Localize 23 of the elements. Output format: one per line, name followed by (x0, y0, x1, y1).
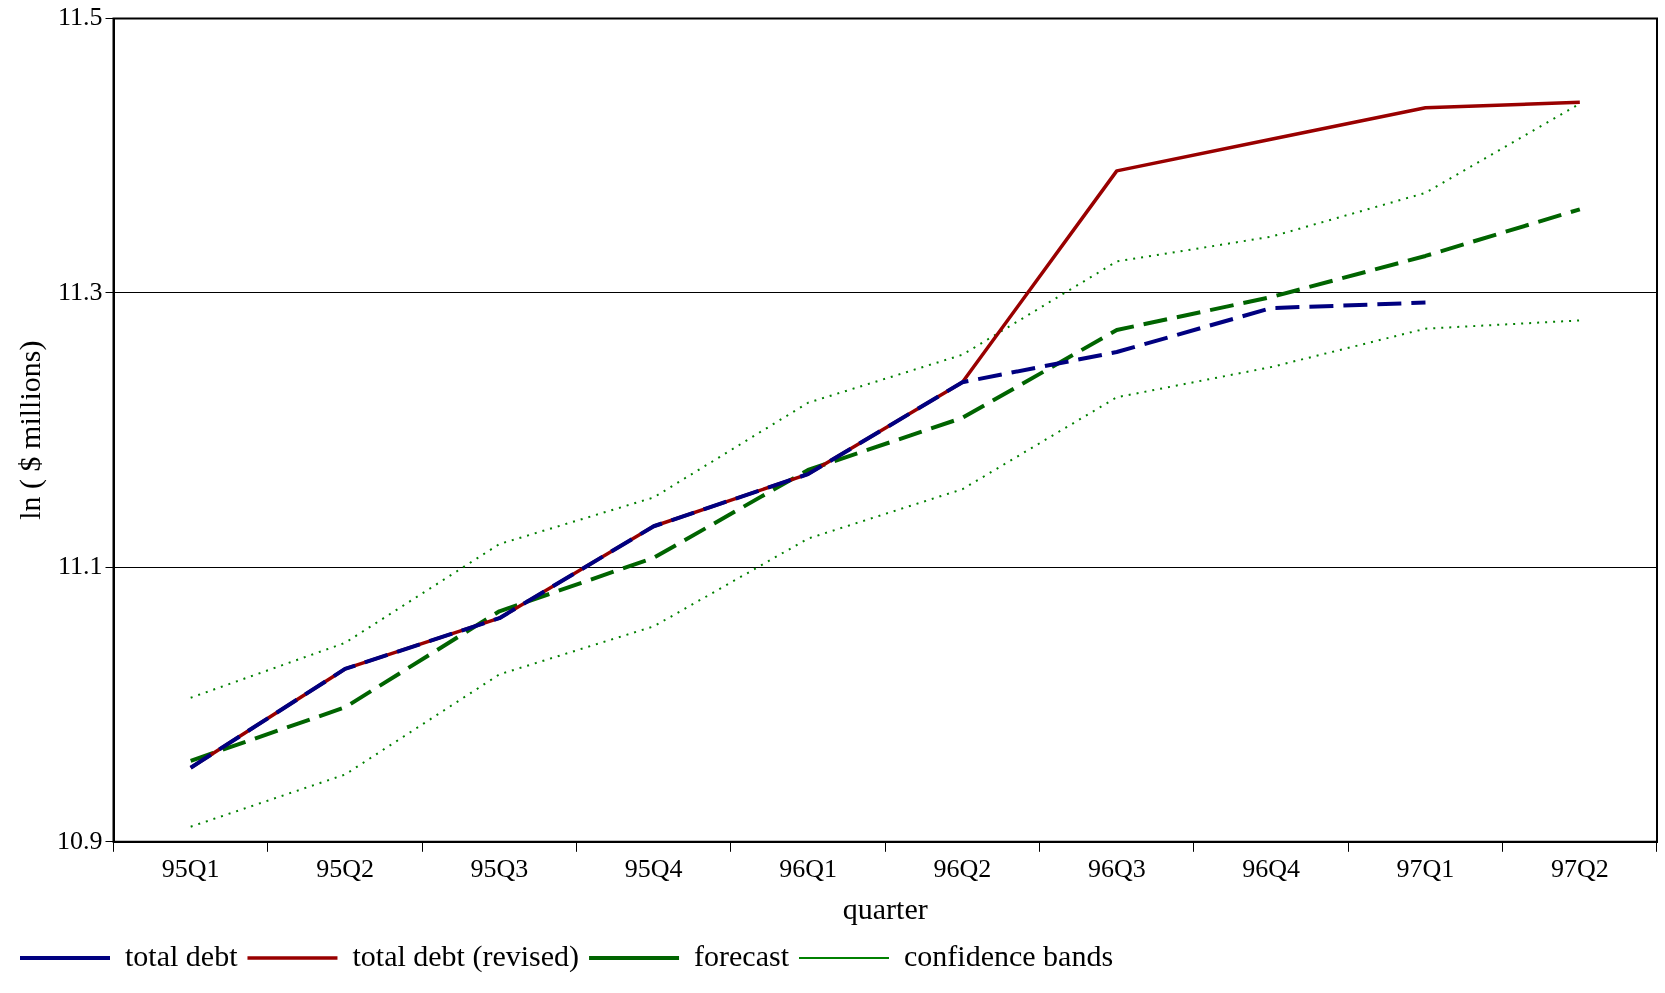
legend-label: total debt (revised) (352, 938, 580, 973)
y-axis-title: ln ( $ millions) (12, 340, 47, 520)
x-axis-title: quarter (842, 891, 928, 925)
y-tick-label: 11.3 (57, 276, 103, 306)
x-tick-label: 95Q2 (316, 854, 374, 884)
legend-label: confidence bands (903, 938, 1114, 972)
line-series (189, 319, 1581, 828)
legend-label: total debt (125, 938, 239, 972)
y-tick-label: 11.1 (57, 551, 103, 581)
legend-label: forecast (694, 938, 790, 972)
x-tick-label: 96Q4 (1242, 854, 1301, 884)
x-tick-label: 96Q1 (779, 854, 837, 884)
x-tick-label: 95Q1 (161, 854, 220, 884)
x-tick-label: 97Q1 (1396, 854, 1455, 884)
x-tick-label: 95Q4 (624, 854, 683, 884)
x-tick-label: 96Q2 (933, 854, 992, 884)
x-tick-label: 96Q3 (1087, 854, 1146, 884)
line-series (188, 300, 1428, 770)
x-tick-label: 97Q2 (1550, 854, 1609, 884)
y-tick-label: 10.9 (57, 825, 103, 855)
y-tick-label: 11.5 (57, 2, 103, 32)
x-tick-label: 95Q3 (470, 854, 529, 884)
line-series (188, 207, 1582, 763)
